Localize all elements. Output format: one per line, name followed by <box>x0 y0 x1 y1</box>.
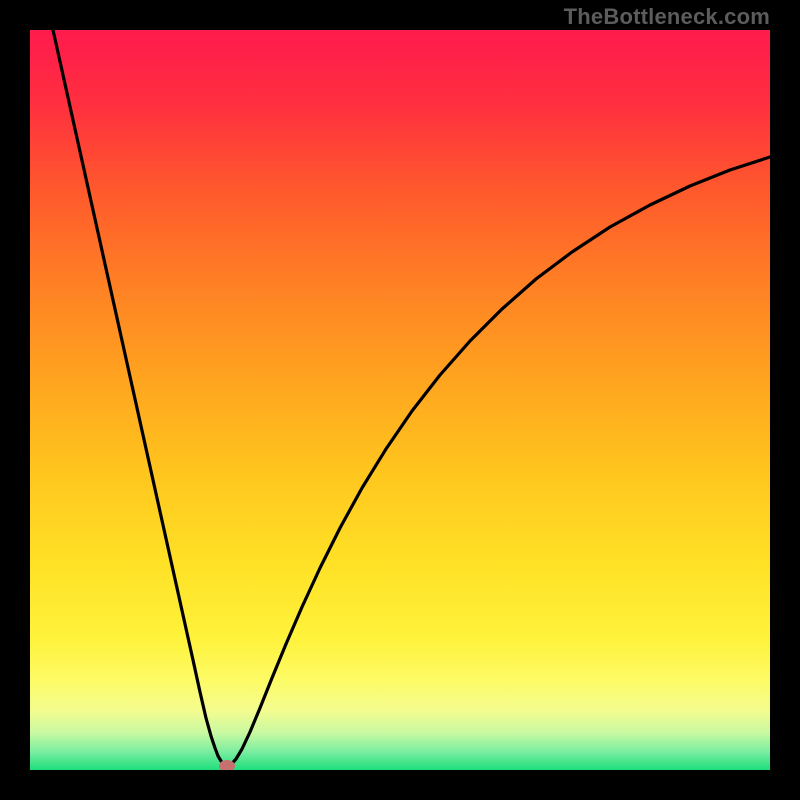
bottleneck-curve <box>53 30 770 766</box>
curve-layer <box>30 30 770 770</box>
chart-frame: TheBottleneck.com <box>0 0 800 800</box>
watermark-text: TheBottleneck.com <box>564 4 770 30</box>
plot-area <box>30 30 770 770</box>
